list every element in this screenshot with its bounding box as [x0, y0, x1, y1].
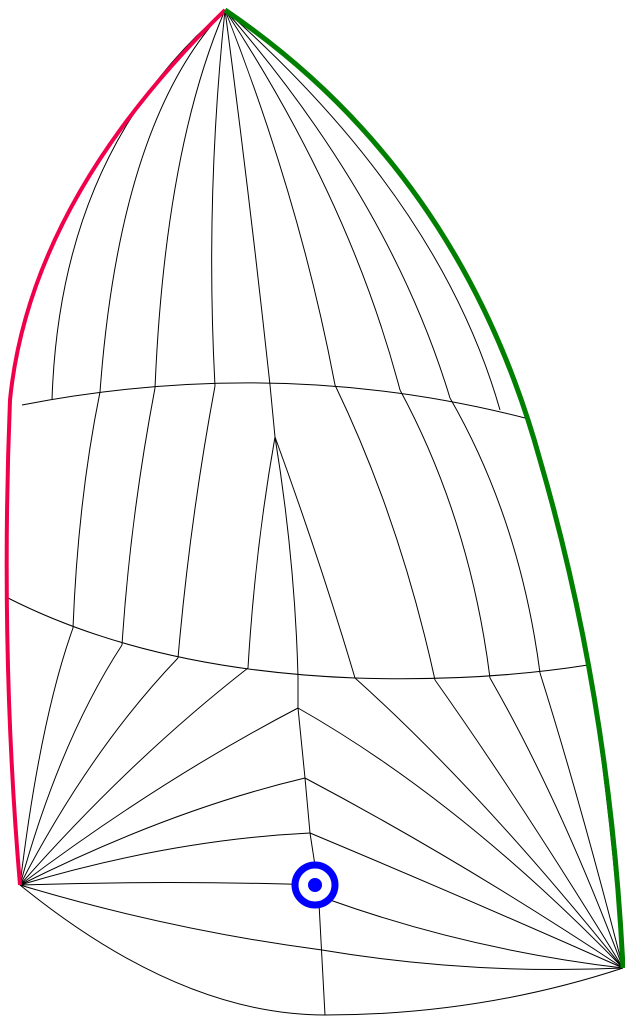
- seam: [19, 882, 319, 886]
- seam: [224, 9, 271, 386]
- target-dot: [308, 878, 322, 892]
- seam: [224, 9, 501, 411]
- seam: [19, 832, 311, 886]
- seam: [177, 385, 216, 659]
- seam: [99, 9, 226, 393]
- seam: [399, 389, 491, 679]
- seam: [19, 707, 299, 886]
- luff: [4, 8, 227, 886]
- horizontal-seam: [7, 597, 589, 680]
- seam: [274, 436, 299, 678]
- seam: [224, 9, 336, 386]
- lower-panels: [19, 627, 624, 1016]
- seam: [224, 9, 401, 391]
- seam: [489, 677, 624, 969]
- seam: [321, 949, 624, 971]
- seam: [19, 657, 179, 886]
- seam: [211, 9, 226, 387]
- seam: [309, 832, 624, 969]
- seam: [449, 397, 541, 674]
- seam: [329, 899, 624, 969]
- seam: [19, 777, 306, 886]
- seam: [274, 436, 356, 679]
- upper-panels: [21, 9, 526, 419]
- seam: [121, 387, 156, 646]
- seam: [19, 667, 249, 886]
- leech: [223, 7, 625, 969]
- foot: [19, 884, 624, 1016]
- seam: [19, 884, 323, 951]
- seam: [434, 679, 624, 969]
- seam: [51, 9, 226, 401]
- seam: [224, 9, 451, 399]
- seam: [154, 9, 226, 389]
- horizontal-seam: [21, 382, 526, 419]
- seam: [334, 384, 436, 681]
- seam: [19, 644, 123, 886]
- seam: [72, 391, 101, 629]
- middle-panels: [7, 384, 589, 681]
- seam: [19, 627, 74, 886]
- seam: [354, 677, 624, 969]
- seam: [297, 707, 624, 969]
- center-seam: [297, 677, 326, 1016]
- seam: [304, 777, 624, 969]
- seam: [247, 384, 276, 669]
- seam: [539, 672, 624, 969]
